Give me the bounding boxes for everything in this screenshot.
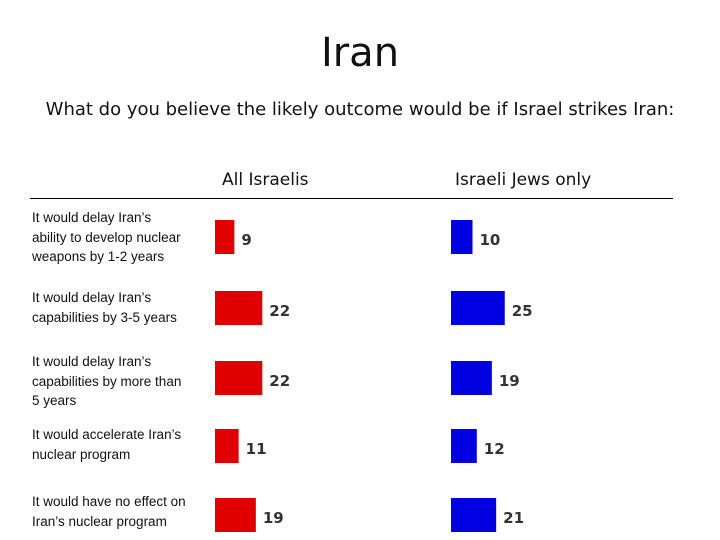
header-divider [30,198,673,199]
series-header-israeli-jews-only: Israeli Jews only [455,170,592,190]
bar-israeli-jews-only-4 [451,429,477,463]
category-label-3: It would delay Iran’s capabilities by mor… [32,352,210,411]
category-label-1: It would delay Iran’s ability to develop … [32,208,210,267]
series-header-all-israelis: All Israelis [222,170,309,190]
category-label-line: It would delay Iran’s [32,290,152,305]
data-label-all-israelis-5: 19 [263,509,284,527]
data-label-israeli-jews-only-3: 19 [499,372,520,390]
category-label-line: weapons by 1-2 years [32,249,165,264]
category-label-line: It would have no effect on [32,494,186,509]
category-label-line: It would delay Iran’s [32,354,152,369]
data-label-all-israelis-2: 22 [269,302,290,320]
category-label-line: It would delay Iran’s [32,210,152,225]
bar-all-israelis-4 [215,429,239,463]
data-label-israeli-jews-only-1: 10 [480,231,501,249]
data-label-israeli-jews-only-4: 12 [484,440,505,458]
bar-israeli-jews-only-1 [451,220,473,254]
category-label-line: capabilities by 3-5 years [32,309,177,325]
bar-israeli-jews-only-3 [451,361,492,395]
chart-title: Iran [320,30,400,76]
category-label-line: nuclear program [32,446,131,462]
category-label-line: capabilities by more than [32,373,182,389]
category-label-line: ability to develop nuclear [32,229,181,245]
category-label-5: It would have no effect on Iran’s nuclear… [32,492,210,531]
data-label-all-israelis-1: 9 [241,231,251,249]
category-label-line: Iran’s nuclear program [32,513,167,529]
category-label-2: It would delay Iran’s capabilities by 3-5… [32,288,210,327]
data-label-israeli-jews-only-5: 21 [503,509,524,527]
category-label-4: It would accelerate Iran’s nuclear progra… [32,425,210,464]
data-label-all-israelis-4: 11 [246,440,267,458]
data-label-all-israelis-3: 22 [269,372,290,390]
category-label-line: 5 years [32,393,77,408]
bar-all-israelis-5 [215,498,256,532]
bar-all-israelis-2 [215,291,263,325]
bar-israeli-jews-only-2 [451,291,505,325]
data-label-israeli-jews-only-2: 25 [512,302,533,320]
bar-all-israelis-1 [215,220,235,254]
category-label-line: It would accelerate Iran’s [32,427,182,442]
chart-subtitle: What do you believe the likely outcome w… [45,99,675,120]
bar-all-israelis-3 [215,361,263,395]
bar-israeli-jews-only-5 [451,498,497,532]
